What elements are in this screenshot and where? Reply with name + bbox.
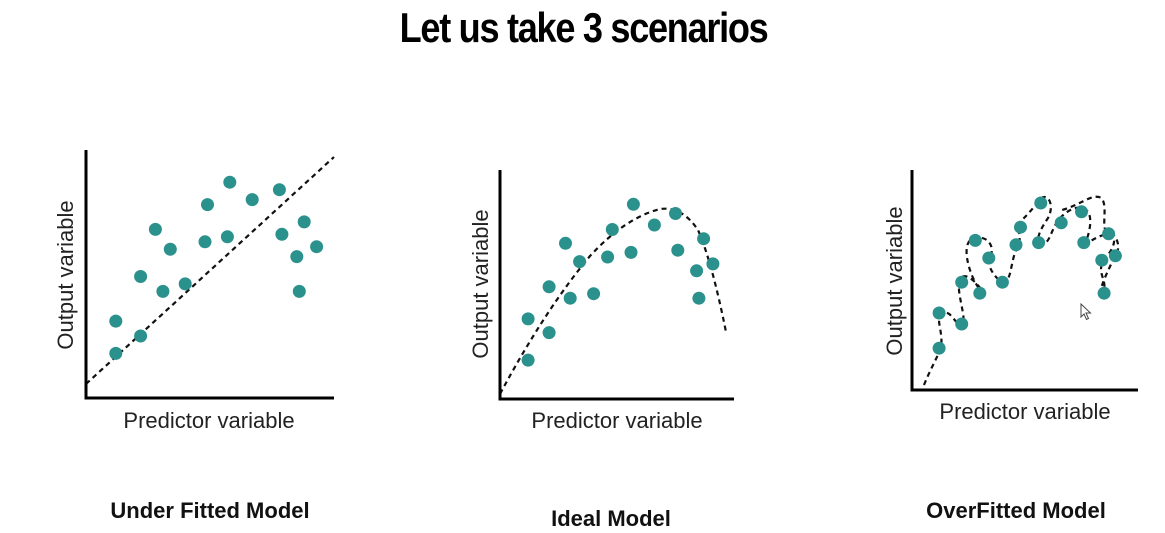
ideal-caption: Ideal Model: [551, 506, 671, 531]
overfit-panel: Predictor variable Output variable OverF…: [882, 170, 1138, 523]
overfit-data-point: [932, 341, 946, 355]
underfit-y-axis-label: Output variable: [53, 200, 78, 349]
overfit-data-point: [982, 251, 996, 265]
underfit-caption: Under Fitted Model: [110, 498, 309, 523]
underfit-data-point: [292, 284, 306, 298]
underfit-x-axis-label: Predictor variable: [123, 408, 294, 433]
overfit-data-point: [1032, 236, 1046, 250]
underfit-data-point: [245, 193, 259, 207]
underfit-data-point: [297, 215, 311, 229]
ideal-data-point: [647, 218, 661, 232]
ideal-data-point: [669, 207, 682, 220]
underfit-data-point: [178, 277, 192, 291]
ideal-data-point: [601, 250, 615, 264]
overfit-data-point: [1108, 249, 1122, 263]
overfit-data-point: [1077, 236, 1091, 250]
ideal-fit-curve: [499, 207, 728, 395]
ideal-data-point: [563, 291, 577, 305]
overfit-axes: [910, 170, 1138, 392]
underfit-data-point: [272, 183, 286, 197]
underfit-data-point: [223, 175, 237, 189]
underfit-fit-line: [85, 156, 335, 385]
overfit-data-point: [955, 275, 969, 289]
ideal-data-point: [624, 245, 638, 259]
ideal-data-point: [706, 257, 720, 271]
overfit-data-point: [1075, 205, 1088, 219]
ideal-data-point: [671, 243, 685, 257]
underfit-data-point: [198, 235, 212, 249]
underfit-data-point: [148, 222, 162, 236]
underfit-data-point: [201, 198, 214, 212]
overfit-points: [932, 196, 1122, 355]
ideal-y-axis-label: Output variable: [468, 209, 493, 358]
underfit-data-point: [156, 284, 170, 298]
overfit-caption: OverFitted Model: [926, 498, 1106, 523]
underfit-panel: Predictor variable Output variable Under…: [53, 150, 335, 523]
underfit-data-point: [109, 346, 123, 360]
overfit-data-point: [1097, 286, 1111, 300]
page-title: Let us take 3 scenarios: [399, 4, 769, 51]
underfit-data-point: [109, 314, 123, 328]
underfit-points: [109, 175, 324, 360]
underfit-data-point: [134, 329, 148, 343]
ideal-data-point: [697, 232, 711, 246]
overfit-data-point: [1009, 238, 1023, 252]
underfit-data-point: [220, 230, 234, 244]
underfit-data-point: [290, 250, 304, 264]
underfit-data-point: [310, 240, 324, 254]
ideal-data-point: [605, 223, 619, 236]
ideal-points: [521, 197, 720, 367]
ideal-data-point: [573, 255, 587, 269]
ideal-data-point: [542, 280, 556, 294]
underfit-data-point: [275, 227, 289, 241]
overfit-data-point: [1034, 196, 1048, 210]
overfit-data-point: [955, 317, 969, 331]
overfit-data-point: [973, 286, 987, 300]
underfit-data-point: [134, 270, 148, 283]
ideal-data-point: [626, 197, 640, 211]
overfit-data-point: [1014, 220, 1027, 234]
ideal-data-point: [559, 236, 572, 250]
overfit-data-point: [1095, 253, 1109, 267]
ideal-axes: [498, 170, 734, 401]
ideal-data-point: [587, 287, 601, 301]
ideal-x-axis-label: Predictor variable: [531, 408, 702, 433]
overfit-y-axis-label: Output variable: [882, 206, 907, 355]
ideal-data-point: [542, 326, 556, 340]
ideal-data-point: [690, 264, 704, 278]
overfit-x-axis-label: Predictor variable: [939, 399, 1110, 424]
overfit-data-point: [1102, 227, 1116, 241]
ideal-data-point: [692, 291, 706, 305]
ideal-data-point: [521, 312, 535, 326]
underfit-data-point: [163, 242, 177, 256]
overfit-data-point: [1054, 216, 1068, 230]
mouse-cursor-icon: [1080, 303, 1092, 321]
overfit-data-point: [932, 306, 946, 320]
overfit-data-point: [968, 233, 982, 247]
underfit-axes: [84, 150, 334, 400]
ideal-data-point: [521, 353, 535, 367]
ideal-panel: Predictor variable Output variable Ideal…: [468, 170, 734, 531]
overfit-data-point: [995, 275, 1009, 289]
